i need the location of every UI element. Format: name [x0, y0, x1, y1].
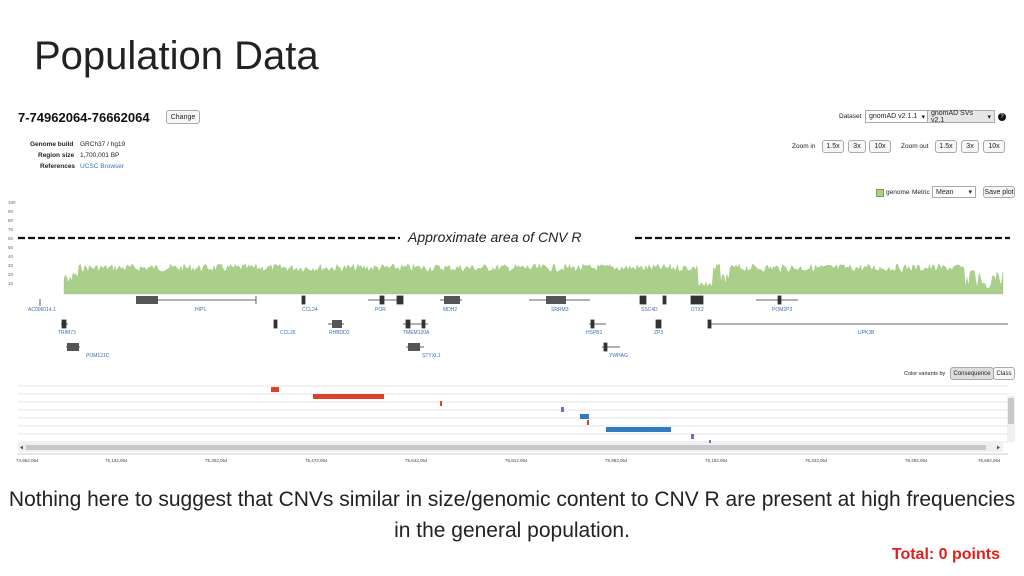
dataset-select[interactable]: gnomAD v2.1.1 ▾ [865, 110, 929, 123]
zoom-out-3x-button[interactable]: 3x [961, 140, 979, 153]
coverage-track [18, 236, 1015, 455]
gene-label[interactable]: AC006014.1 [28, 307, 56, 313]
genome-build-label: Genome build [30, 141, 74, 148]
metric-value: Mean [936, 188, 954, 196]
region-size-label: Region size [38, 152, 75, 159]
coverage-legend-label: genome [886, 189, 910, 196]
gene-label[interactable]: SSC4D [641, 307, 658, 313]
gene-label[interactable]: SRRM3 [551, 307, 569, 313]
save-plot-button[interactable]: Save plot [983, 186, 1015, 198]
x-tick-label: 75,132,064 [105, 458, 128, 463]
chevron-down-icon: ▾ [921, 113, 925, 121]
consequence-button[interactable]: Consequence [950, 367, 994, 380]
chevron-down-icon: ▾ [987, 113, 991, 121]
sv-other[interactable] [691, 434, 694, 439]
x-tick-label: 76,322,064 [805, 458, 828, 463]
gene-label[interactable]: CCL24 [302, 307, 318, 313]
sv-dataset-select[interactable]: gnomAD SVs v2.1 ▾ [927, 109, 995, 124]
gene-label[interactable]: UPK3B [858, 330, 875, 336]
metric-select[interactable]: Mean ▾ [932, 186, 976, 198]
zoom-in-1-5x-button[interactable]: 1.5x [822, 140, 844, 153]
x-tick-label: 75,642,064 [405, 458, 428, 463]
zoom-in-label: Zoom in [792, 143, 816, 150]
color-variants-label: Color variants by [904, 371, 946, 377]
sv-duplication[interactable] [580, 414, 589, 419]
zoom-out-10x-button[interactable]: 10x [983, 140, 1005, 153]
change-button[interactable]: Change [166, 110, 200, 124]
gene-label[interactable]: HSPB1 [586, 330, 603, 336]
sv-other[interactable] [561, 407, 564, 412]
x-tick-label: 75,302,064 [205, 458, 228, 463]
class-button[interactable]: Class [993, 367, 1015, 380]
zoom-in-10x-button[interactable]: 10x [869, 140, 891, 153]
y-tick: 90 [8, 209, 14, 214]
gene-label[interactable]: POM121C [86, 353, 110, 359]
y-tick: 40 [8, 254, 14, 259]
x-tick-label: 75,812,064 [505, 458, 528, 463]
metric-label: Metric [912, 189, 930, 196]
gene-track [39, 295, 1008, 352]
sv-other[interactable] [709, 440, 711, 443]
region-size-value: 1,700,001 BP [80, 152, 120, 159]
gene-label[interactable]: RHBDD2 [329, 330, 350, 336]
sv-track [18, 385, 1008, 443]
x-tick-label: 75,472,064 [305, 458, 328, 463]
slide-title: Population Data [34, 34, 319, 78]
gene-label[interactable]: ZP3 [654, 330, 664, 336]
chevron-down-icon: ▾ [968, 189, 972, 196]
x-tick-label: 74,962,064 [16, 458, 39, 463]
sv-duplication[interactable] [606, 427, 671, 432]
sv-deletion[interactable] [587, 420, 589, 425]
coverage-legend-swatch [876, 189, 884, 197]
gene-label[interactable]: CCL26 [280, 330, 296, 336]
coverage-y-axis: 100 90 80 70 60 50 40 30 20 10 [8, 200, 28, 290]
sv-deletion[interactable] [271, 387, 279, 392]
y-tick: 10 [8, 281, 14, 286]
gene-label[interactable]: TRIM73 [58, 330, 76, 336]
gnomad-screenshot: 7-74962064-76662064 Change Dataset gnomA… [8, 104, 1020, 468]
genome-build-value: GRCh37 / hg19 [80, 141, 126, 148]
gene-label[interactable]: STYXL1 [422, 353, 441, 359]
y-tick: 20 [8, 272, 14, 277]
scrollbars[interactable] [18, 396, 1015, 452]
references-link[interactable]: UCSC Browser [80, 163, 125, 170]
zoom-in-3x-button[interactable]: 3x [848, 140, 866, 153]
y-tick: 80 [8, 218, 14, 223]
x-tick-label: 75,982,064 [605, 458, 628, 463]
gene-label[interactable]: HIP1 [195, 307, 207, 313]
sv-dataset-value: gnomAD SVs v2.1 [931, 109, 974, 124]
references-label: References [40, 163, 76, 170]
total-points: Total: 0 points [891, 546, 1000, 563]
zoom-out-label: Zoom out [901, 143, 929, 150]
x-tick-label: 76,152,064 [705, 458, 728, 463]
dataset-value: gnomAD v2.1.1 [869, 113, 918, 120]
zoom-out-1-5x-button[interactable]: 1.5x [935, 140, 957, 153]
slide-caption: Nothing here to suggest that CNVs simila… [8, 488, 1016, 542]
region-title: 7-74962064-76662064 [18, 110, 150, 125]
sv-deletion[interactable] [313, 394, 384, 399]
gene-label[interactable]: POM2P3 [772, 307, 793, 313]
gene-label[interactable]: POR [375, 307, 386, 313]
gene-label[interactable]: YWHAG [609, 353, 628, 359]
dataset-label: Dataset [839, 113, 862, 120]
sv-deletion[interactable] [440, 401, 442, 406]
gene-label[interactable]: TMEM120A [403, 330, 430, 336]
y-tick: 70 [8, 227, 14, 232]
cnv-r-annotation: Approximate area of CNV R [404, 229, 586, 245]
y-tick: 50 [8, 245, 14, 250]
gene-label[interactable]: DTX2 [691, 307, 704, 313]
y-tick: 100 [8, 200, 16, 205]
y-tick: 60 [8, 236, 14, 241]
x-tick-label: 76,662,064 [978, 458, 1001, 463]
x-tick-label: 76,492,064 [905, 458, 928, 463]
gene-label[interactable]: MDH2 [443, 307, 458, 313]
help-icon[interactable]: ? [998, 113, 1006, 121]
coverage-area [63, 263, 1004, 295]
y-tick: 30 [8, 263, 14, 268]
